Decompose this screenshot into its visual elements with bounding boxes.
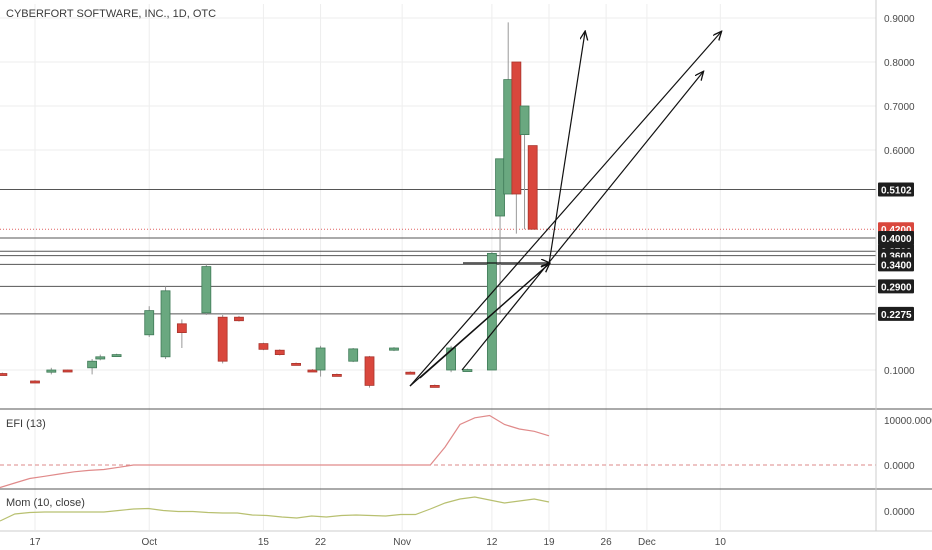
candle-up xyxy=(144,310,155,336)
y-tick-label: 0.9000 xyxy=(884,14,915,25)
trend-arrow xyxy=(419,264,549,379)
candle-up xyxy=(348,348,359,362)
candle-up xyxy=(95,356,106,360)
candle-up xyxy=(160,290,171,358)
candle-up xyxy=(519,105,530,136)
price-badge-label: 0.3600 xyxy=(881,252,912,263)
x-tick-label: 22 xyxy=(315,537,327,548)
x-tick-label: 10 xyxy=(715,537,727,548)
candle-down xyxy=(176,323,187,333)
trend-arrows xyxy=(409,32,721,387)
mom-title: Mom (10, close) xyxy=(6,497,85,509)
price-badge-label: 0.2275 xyxy=(881,310,912,321)
x-tick-label: 26 xyxy=(601,537,613,548)
y-tick-label: 0.1000 xyxy=(884,366,915,377)
y-tick-label: 0.7000 xyxy=(884,102,915,113)
x-tick-label: Oct xyxy=(141,537,157,548)
mom-pane: 0.0000 xyxy=(0,496,915,522)
chart-title: CYBERFORT SOFTWARE, INC., 1D, OTC xyxy=(6,8,216,20)
mom-line xyxy=(0,496,550,522)
candle-down xyxy=(217,316,228,362)
candle-down xyxy=(30,380,40,384)
candle-down xyxy=(527,145,538,230)
candle-up xyxy=(486,252,497,371)
candle-down xyxy=(258,343,269,350)
efi-title: EFI (13) xyxy=(6,418,46,430)
price-badge xyxy=(878,306,914,321)
x-tick-label: Dec xyxy=(638,537,656,548)
price-badges: 0.51020.42000.40000.37000.36000.34000.29… xyxy=(878,182,914,321)
y-tick-label: 0.8000 xyxy=(884,58,915,69)
candle-down xyxy=(364,356,375,386)
y-tick-label: 0.6000 xyxy=(884,146,915,157)
trend-arrow xyxy=(409,32,721,387)
x-tick-label: 17 xyxy=(29,537,41,548)
candle-down xyxy=(274,349,285,356)
candle-down xyxy=(511,61,522,195)
candle-up xyxy=(87,360,98,369)
candle-down xyxy=(0,373,8,376)
price-badge-label: 0.4000 xyxy=(881,234,912,245)
candle-down xyxy=(291,362,301,366)
price-badge-label: 0.2900 xyxy=(881,282,912,293)
candle-up xyxy=(462,369,473,372)
candles xyxy=(0,22,538,388)
candle-up xyxy=(389,347,399,351)
x-tick-label: 12 xyxy=(486,537,498,548)
x-tick-label: Nov xyxy=(393,537,411,548)
candle-down xyxy=(234,316,244,322)
x-tick-label: 19 xyxy=(543,537,555,548)
x-tick-label: 15 xyxy=(258,537,270,548)
efi-y-tick: 10000.0000 xyxy=(884,416,932,427)
candle-down xyxy=(62,369,73,373)
efi-line xyxy=(0,414,550,489)
candle-up xyxy=(46,369,57,373)
candle-up xyxy=(446,347,456,371)
price-badge xyxy=(878,279,914,294)
candle-down xyxy=(331,373,342,377)
candle-down xyxy=(307,369,318,373)
price-badge xyxy=(878,257,914,272)
candle-down xyxy=(405,371,416,375)
price-badge xyxy=(878,182,914,197)
candle-up xyxy=(201,266,212,314)
efi-pane: 10000.0000 0.0000 xyxy=(0,414,932,489)
price-badge-label: 0.3400 xyxy=(881,260,912,271)
candle-up xyxy=(503,79,514,195)
candle-up xyxy=(111,354,122,358)
mom-y-tick: 0.0000 xyxy=(884,507,915,518)
trend-arrow xyxy=(461,72,703,371)
candle-up xyxy=(315,347,326,371)
efi-y-tick: 0.0000 xyxy=(884,461,915,472)
price-badge-label: 0.4200 xyxy=(881,225,912,236)
candle-down xyxy=(429,384,440,388)
price-badge-label: 0.5102 xyxy=(881,186,912,197)
price-badge xyxy=(878,231,914,245)
candle-up xyxy=(495,158,505,217)
